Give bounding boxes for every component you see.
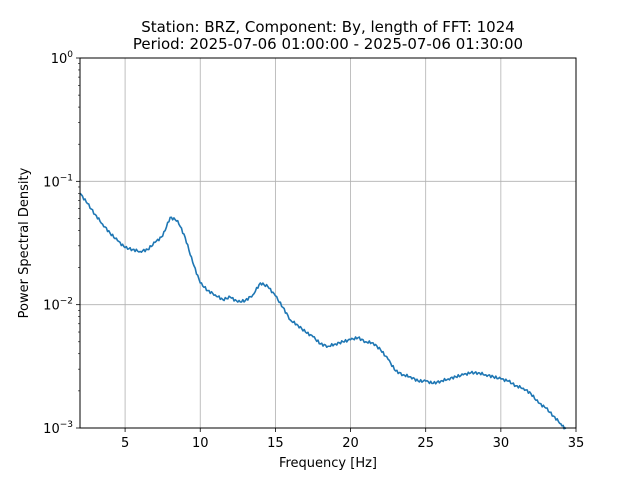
chart-title: Station: BRZ, Component: By, length of F… (141, 18, 515, 36)
series-layer (79, 192, 567, 430)
plot-frame (79, 57, 577, 429)
psd-series-line (79, 192, 567, 430)
x-tick-label: 10 (192, 436, 209, 451)
x-tick-label: 5 (121, 436, 129, 451)
x-axis-label: Frequency [Hz] (279, 456, 377, 471)
x-tick-label: 35 (568, 436, 585, 451)
x-tick-label: 30 (493, 436, 510, 451)
y-tick-label: 100 (51, 50, 74, 67)
x-axis-ticks: 5 10 15 20 25 30 35 (121, 428, 584, 451)
y-axis-label: Power Spectral Density (17, 167, 32, 318)
x-tick-label: 25 (417, 436, 434, 451)
y-axis-ticks: 10−3 10−2 10−1 100 (43, 50, 80, 437)
y-tick-label: 10−2 (43, 297, 73, 314)
x-tick-label: 20 (342, 436, 359, 451)
y-tick-label: 10−1 (43, 173, 73, 190)
y-tick-label: 10−3 (43, 420, 73, 437)
x-tick-label: 15 (267, 436, 284, 451)
chart-subtitle: Period: 2025-07-06 01:00:00 - 2025-07-06… (133, 35, 523, 53)
